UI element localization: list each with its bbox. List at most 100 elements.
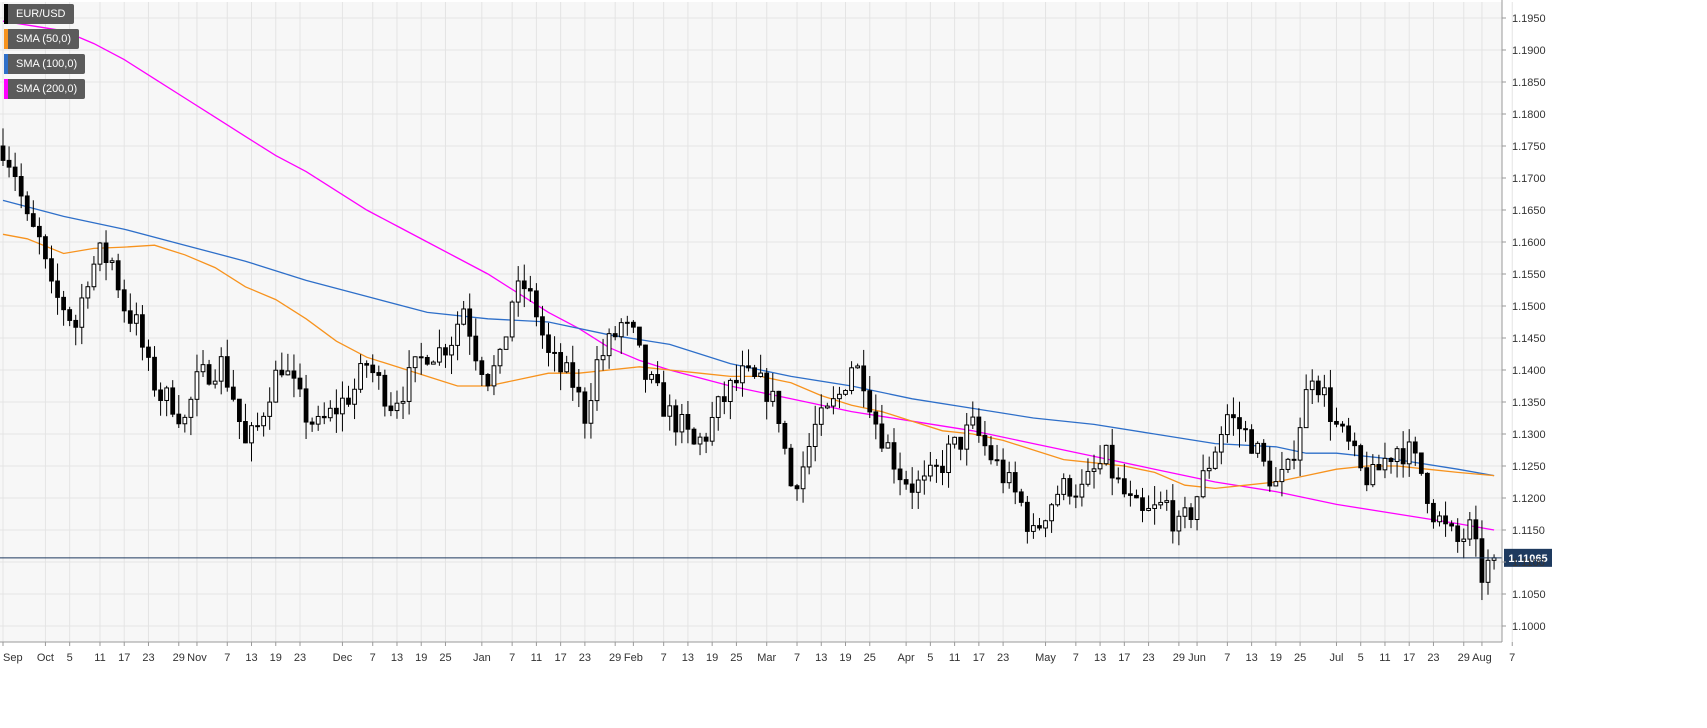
- legend-swatch-sma-200: [4, 79, 8, 99]
- candle-body-up: [79, 297, 85, 328]
- candle: [1461, 528, 1467, 559]
- x-tick-label: 7: [794, 652, 800, 664]
- candle-body-down: [443, 347, 448, 356]
- y-tick-label: 1.1450: [1512, 333, 1546, 345]
- x-tick-label: 23: [579, 652, 591, 664]
- candle: [170, 380, 176, 418]
- candle: [1109, 428, 1115, 496]
- candle: [200, 350, 206, 378]
- candle: [1279, 451, 1285, 497]
- legend-item-eurusd[interactable]: EUR/USD: [4, 4, 74, 24]
- candle-body-down: [303, 388, 309, 423]
- candle: [261, 412, 267, 437]
- candle: [340, 381, 345, 432]
- candle: [1473, 505, 1479, 557]
- candle: [30, 200, 36, 228]
- candle-body-down: [630, 321, 636, 328]
- candle: [546, 322, 551, 367]
- candle-body-up: [352, 388, 357, 405]
- candle-body-down: [364, 363, 370, 366]
- candle: [279, 352, 285, 378]
- x-tick-label: 25: [439, 652, 451, 664]
- candle: [740, 350, 745, 397]
- candle-body-down: [224, 356, 230, 388]
- candle-body-down: [485, 373, 491, 387]
- candle-body-down: [43, 236, 48, 260]
- candle-body-down: [1328, 387, 1333, 422]
- candle-body-down: [776, 390, 782, 424]
- legend: EUR/USD SMA (50,0) SMA (100,0) SMA (200,…: [4, 4, 86, 104]
- candle: [1152, 486, 1158, 525]
- candle: [1346, 417, 1351, 451]
- candle: [400, 386, 406, 420]
- candle-body-up: [1176, 515, 1182, 532]
- candle: [467, 293, 473, 355]
- x-tick-label: 11: [94, 652, 105, 664]
- candle: [1358, 443, 1364, 472]
- candle: [315, 405, 321, 431]
- candle-body-down: [18, 176, 24, 197]
- candle-body-up: [430, 361, 436, 365]
- candle-body-down: [55, 280, 60, 298]
- x-tick-label: 17: [973, 652, 985, 664]
- candle: [515, 266, 521, 317]
- candle-body-down: [637, 326, 642, 346]
- x-tick-label: Dec: [333, 652, 353, 664]
- x-tick-label: 23: [997, 652, 1009, 664]
- candle-body-down: [873, 411, 879, 425]
- candle: [43, 234, 48, 269]
- current-price-marker: 1.11065: [0, 548, 1552, 567]
- x-tick-label: 13: [682, 652, 694, 664]
- x-tick-label: 13: [391, 652, 403, 664]
- candle: [109, 257, 115, 271]
- candlestick-series: [0, 128, 1497, 601]
- candle: [1443, 501, 1448, 537]
- candle-body-up: [394, 402, 400, 412]
- candle: [552, 336, 557, 372]
- candle-body-up: [1255, 442, 1261, 454]
- x-tick-label: 11: [1379, 652, 1390, 664]
- candle-body-up: [667, 405, 673, 417]
- candle: [443, 343, 448, 368]
- candle-body-down: [897, 468, 903, 481]
- legend-item-sma-100[interactable]: SMA (100,0): [4, 54, 86, 74]
- candle-body-down: [1231, 414, 1236, 419]
- candle: [352, 378, 357, 420]
- legend-item-sma-50[interactable]: SMA (50,0): [4, 29, 80, 49]
- candle-body-down: [1425, 472, 1430, 504]
- candle-body-up: [1061, 478, 1067, 495]
- current-price-label: 1.11065: [1508, 553, 1547, 565]
- x-tick-label: 23: [1427, 652, 1439, 664]
- x-tick-label: 19: [839, 652, 851, 664]
- candle: [897, 452, 903, 496]
- candle-body-up: [921, 475, 927, 481]
- candle-body-up: [285, 370, 291, 376]
- candle: [782, 420, 788, 455]
- x-tick-label: 19: [1270, 652, 1282, 664]
- candle-body-up: [358, 363, 363, 390]
- candle: [6, 146, 12, 178]
- y-tick-label: 1.1950: [1512, 13, 1546, 25]
- candle: [855, 363, 861, 369]
- candle-body-down: [418, 356, 424, 359]
- candle-body-up: [273, 369, 279, 403]
- candle-body-down: [1400, 448, 1406, 465]
- candle: [1031, 513, 1036, 539]
- candle: [1267, 446, 1273, 492]
- candle-body-up: [133, 314, 139, 324]
- candle-body-up: [843, 389, 848, 395]
- candle: [503, 336, 509, 350]
- candle: [291, 354, 297, 398]
- candle: [1000, 448, 1006, 494]
- candle-body-down: [1243, 428, 1248, 431]
- candle-body-up: [85, 286, 91, 299]
- candle: [1237, 401, 1242, 448]
- candle: [73, 314, 79, 346]
- legend-item-sma-200[interactable]: SMA (200,0): [4, 79, 86, 99]
- candle: [1158, 491, 1164, 510]
- candle: [127, 293, 133, 333]
- candle: [1128, 480, 1133, 507]
- x-tick-label: Aug: [1472, 652, 1492, 664]
- candle: [309, 417, 315, 432]
